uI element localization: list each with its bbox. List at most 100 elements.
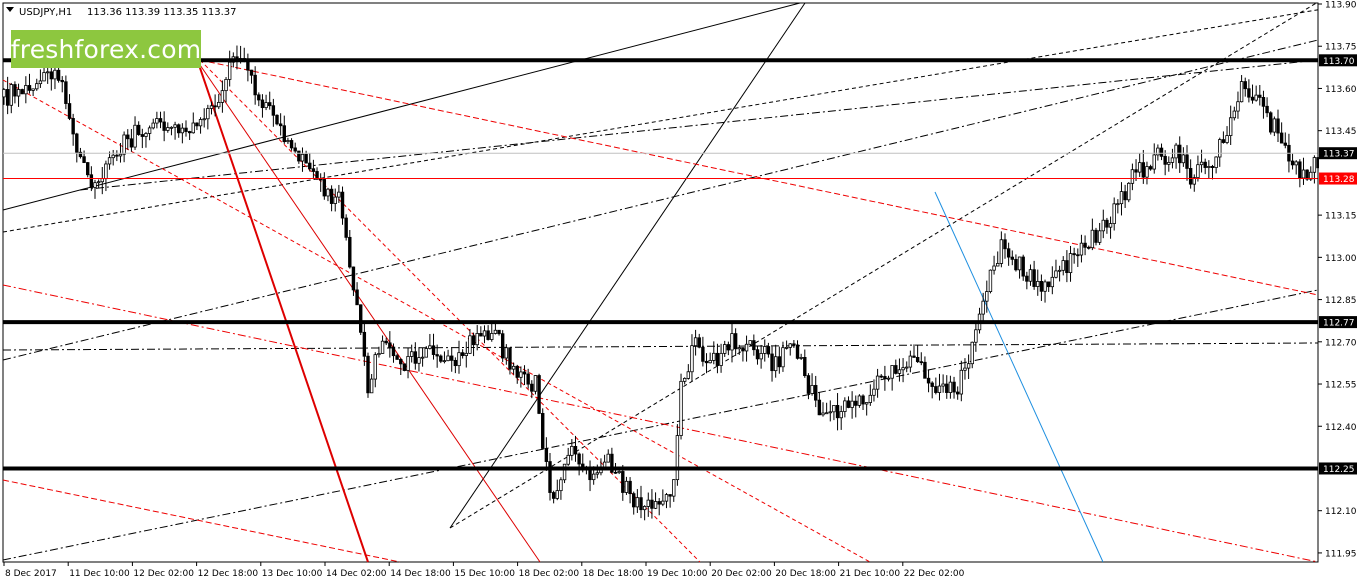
candle[interactable]	[493, 322, 498, 335]
candle[interactable]	[1305, 169, 1309, 181]
candle[interactable]	[293, 142, 297, 154]
candle[interactable]	[996, 251, 1000, 267]
candle[interactable]	[1137, 153, 1142, 177]
candle[interactable]	[16, 83, 21, 107]
candle[interactable]	[744, 335, 749, 362]
candle[interactable]	[5, 76, 10, 115]
candle[interactable]	[184, 120, 188, 137]
candle[interactable]	[479, 326, 483, 337]
candle[interactable]	[1087, 245, 1091, 250]
candle[interactable]	[246, 53, 250, 82]
candle[interactable]	[868, 384, 873, 406]
candle[interactable]	[715, 343, 720, 374]
candle[interactable]	[1239, 75, 1244, 103]
candle[interactable]	[268, 91, 272, 110]
candle[interactable]	[235, 45, 239, 70]
candle[interactable]	[1276, 109, 1280, 142]
candle[interactable]	[602, 454, 607, 469]
candle[interactable]	[551, 490, 556, 504]
candle[interactable]	[86, 162, 90, 178]
candle[interactable]	[1039, 274, 1044, 301]
candle[interactable]	[1254, 85, 1258, 102]
candle[interactable]	[158, 111, 163, 129]
candle[interactable]	[409, 344, 414, 363]
candle[interactable]	[788, 343, 792, 356]
candle[interactable]	[548, 452, 552, 501]
candle[interactable]	[854, 395, 858, 418]
candle[interactable]	[985, 280, 989, 313]
candle[interactable]	[934, 377, 938, 395]
candle[interactable]	[450, 347, 454, 372]
candle[interactable]	[107, 151, 112, 170]
candle[interactable]	[413, 342, 418, 370]
candle[interactable]	[333, 188, 337, 212]
candle[interactable]	[923, 356, 927, 379]
candle[interactable]	[646, 492, 650, 517]
candle[interactable]	[1076, 248, 1080, 267]
candle[interactable]	[300, 147, 305, 172]
candle[interactable]	[883, 365, 887, 391]
candle[interactable]	[806, 373, 811, 400]
candle[interactable]	[773, 344, 778, 378]
candle[interactable]	[304, 150, 308, 164]
candle[interactable]	[810, 373, 814, 396]
candle[interactable]	[573, 435, 578, 462]
candle[interactable]	[468, 328, 472, 354]
candle[interactable]	[781, 341, 785, 372]
candle[interactable]	[1090, 218, 1095, 251]
candle[interactable]	[1083, 235, 1087, 256]
candle[interactable]	[650, 489, 654, 519]
candle[interactable]	[322, 172, 327, 200]
candle[interactable]	[260, 94, 265, 118]
candle[interactable]	[915, 345, 920, 363]
candle[interactable]	[162, 111, 166, 142]
candle[interactable]	[1028, 264, 1033, 286]
candle[interactable]	[1185, 145, 1189, 181]
candle[interactable]	[366, 352, 370, 398]
candle[interactable]	[249, 69, 254, 84]
candle[interactable]	[632, 491, 636, 515]
candle[interactable]	[926, 369, 931, 393]
candle[interactable]	[752, 334, 756, 356]
candle[interactable]	[1312, 155, 1317, 184]
candle[interactable]	[1170, 148, 1175, 169]
candle[interactable]	[1258, 85, 1262, 106]
candle[interactable]	[945, 375, 949, 399]
candle[interactable]	[1301, 157, 1306, 185]
candle[interactable]	[719, 343, 723, 373]
candle[interactable]	[555, 479, 559, 501]
candle[interactable]	[340, 186, 345, 225]
candle[interactable]	[1021, 254, 1025, 281]
candle[interactable]	[861, 394, 865, 411]
candle[interactable]	[682, 377, 687, 385]
candle[interactable]	[792, 340, 796, 348]
candle[interactable]	[1152, 143, 1156, 174]
candle[interactable]	[1225, 126, 1229, 145]
candle[interactable]	[1236, 91, 1240, 119]
candle[interactable]	[227, 50, 232, 87]
candle[interactable]	[435, 344, 439, 368]
candle[interactable]	[1105, 217, 1109, 234]
candle[interactable]	[311, 159, 316, 178]
candle[interactable]	[1247, 79, 1251, 103]
candle[interactable]	[1006, 242, 1011, 266]
candle[interactable]	[872, 379, 876, 402]
candle[interactable]	[894, 359, 898, 375]
candle[interactable]	[1178, 136, 1182, 173]
candle[interactable]	[13, 81, 17, 104]
candle[interactable]	[919, 352, 923, 366]
candle[interactable]	[457, 340, 461, 374]
candle[interactable]	[835, 393, 840, 431]
candle[interactable]	[912, 344, 916, 358]
candle[interactable]	[1061, 256, 1065, 276]
candle[interactable]	[96, 179, 101, 189]
candle[interactable]	[275, 114, 279, 126]
candle[interactable]	[777, 346, 782, 374]
candle[interactable]	[930, 381, 934, 399]
candle[interactable]	[941, 374, 945, 393]
candle[interactable]	[803, 349, 807, 378]
candle[interactable]	[784, 340, 789, 350]
candle[interactable]	[140, 128, 145, 149]
candle[interactable]	[821, 402, 825, 417]
